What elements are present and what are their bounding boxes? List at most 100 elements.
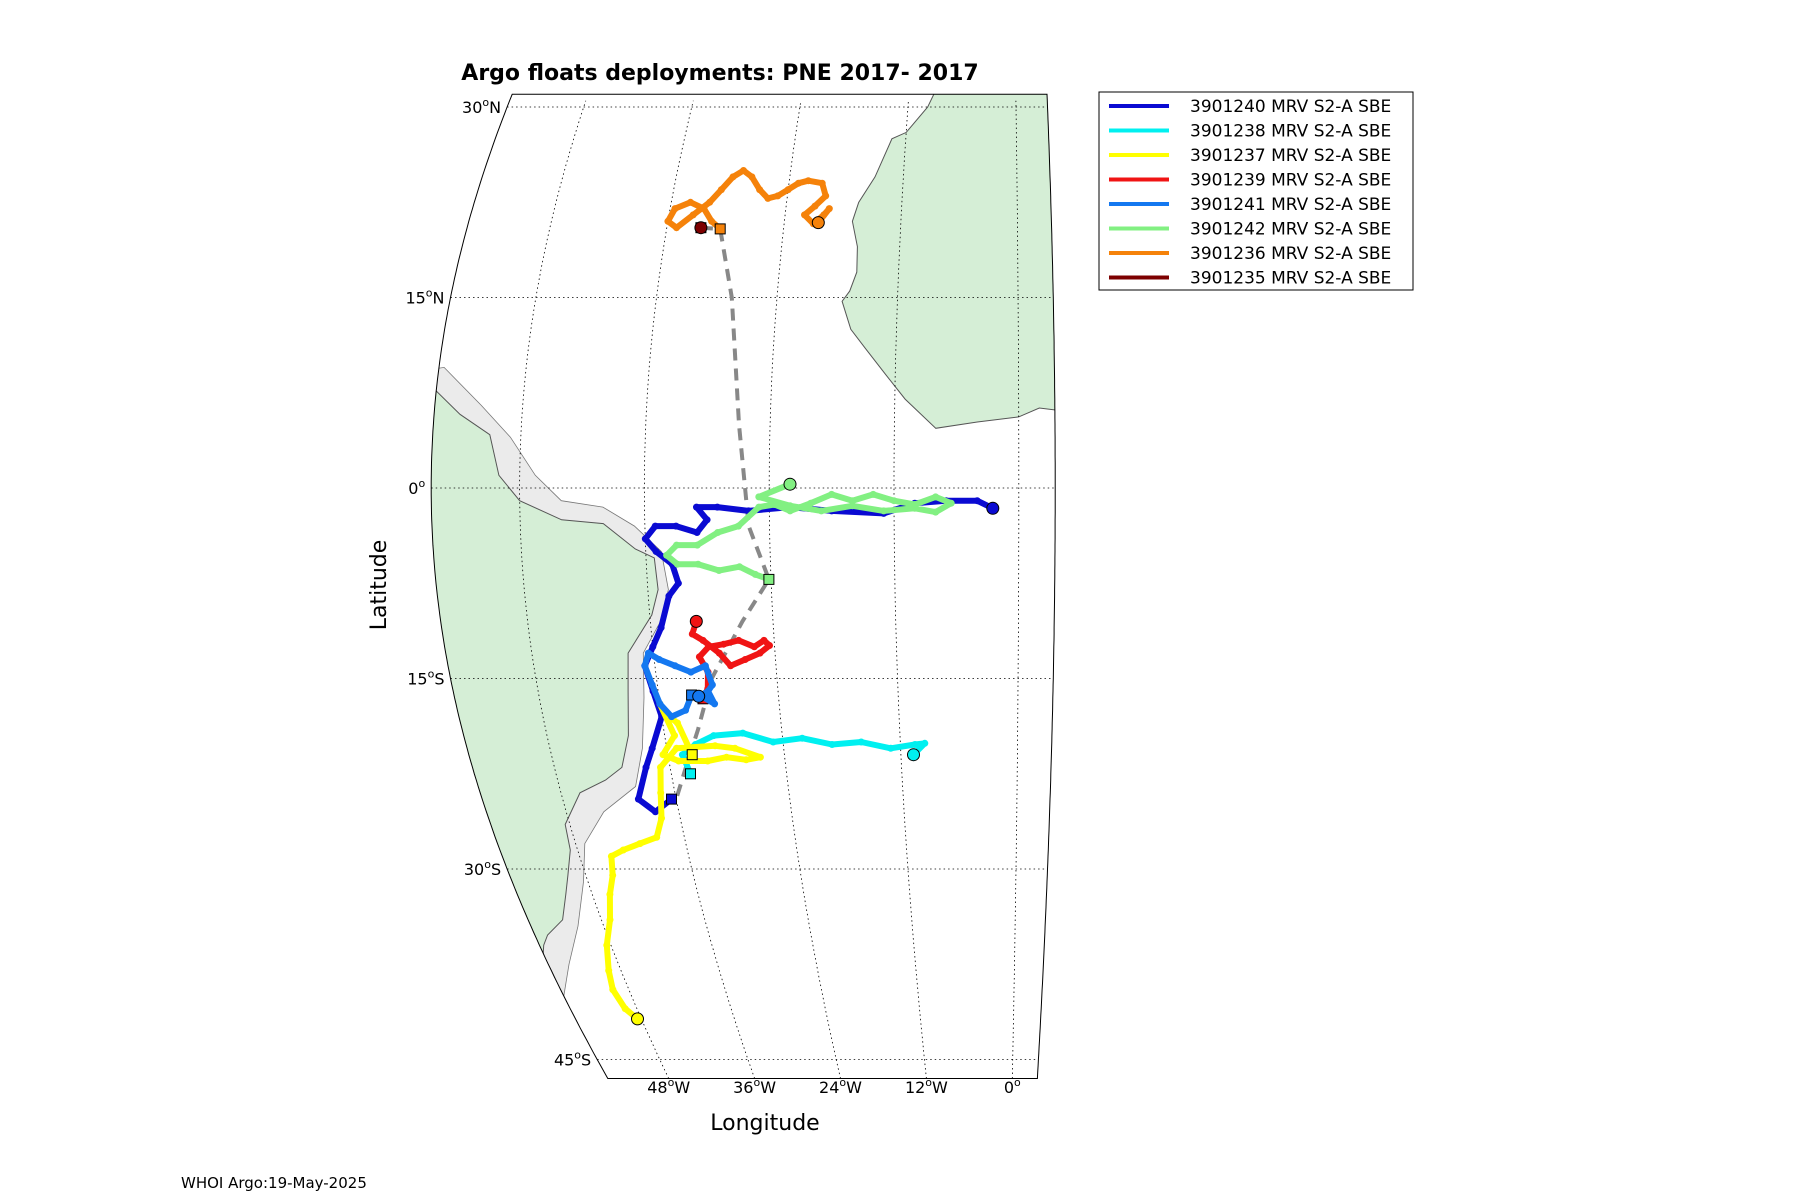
float-profile-point	[748, 173, 756, 181]
float-profile-point	[665, 592, 673, 600]
last-position-marker	[986, 501, 1000, 515]
float-profile-point	[704, 687, 712, 695]
hemisphere-letter: W	[674, 1078, 690, 1097]
float-profile-point	[717, 186, 725, 194]
float-track-3901241	[641, 649, 719, 721]
float-profile-point	[605, 967, 613, 975]
float-profile-point	[649, 643, 657, 651]
float-profile-point	[700, 205, 708, 213]
africa-landmass	[841, 94, 1056, 429]
float-profile-point	[848, 497, 856, 505]
ship-track-layer	[674, 225, 772, 800]
float-profile-point	[695, 653, 703, 661]
float-profile-point	[807, 499, 815, 507]
float-tracks-layer	[603, 167, 1000, 1026]
degree-symbol: o	[418, 477, 425, 490]
float-profile-point	[932, 508, 940, 516]
float-profile-point	[689, 211, 697, 219]
float-profile-point	[756, 186, 764, 194]
float-profile-point	[606, 916, 614, 924]
float-profile-point	[642, 763, 650, 771]
float-profile-point	[715, 567, 723, 574]
last-position-marker	[631, 1012, 644, 1026]
float-profile-point	[644, 649, 652, 657]
float-profile-point	[786, 502, 794, 510]
legend-label: 3901236 MRV S2-A SBE	[1190, 244, 1391, 264]
last-position-marker	[692, 689, 706, 703]
lat-tick-label: 0o	[408, 477, 425, 498]
lon-tick-label: 0o	[1004, 1076, 1021, 1097]
float-profile-point	[825, 205, 833, 213]
float-profile-point	[701, 662, 709, 670]
map-frame	[430, 93, 1056, 1079]
float-profile-point	[750, 643, 758, 651]
float-profile-point	[751, 570, 759, 578]
float-profile-point	[659, 751, 667, 759]
float-profile-point	[734, 522, 742, 530]
float-profile-point	[804, 177, 812, 185]
lon-tick-label: 12oW	[905, 1076, 948, 1097]
float-profile-point	[727, 662, 735, 670]
float-profile-point	[711, 742, 719, 750]
float-profile-point	[811, 202, 819, 210]
float-profile-point	[755, 493, 763, 501]
float-profile-point	[673, 224, 680, 232]
float-profile-point	[828, 490, 836, 498]
float-profile-point	[672, 522, 680, 530]
float-profile-point	[641, 662, 649, 670]
float-profile-point	[755, 503, 763, 511]
legend-box	[1098, 91, 1414, 291]
latitude-tick-labels: 30oN 15oN 0o 15oS 30oS 45oS	[405, 96, 591, 1070]
float-profile-point	[657, 789, 665, 797]
float-track-3901236	[664, 167, 833, 235]
float-profile-point	[795, 179, 802, 187]
float-profile-point	[651, 808, 659, 816]
deployment-marker	[666, 793, 677, 805]
float-profile-point	[705, 643, 713, 651]
float-profile-point	[817, 507, 825, 515]
hemisphere-letter: W	[846, 1078, 862, 1097]
legend-label: 3901241 MRV S2-A SBE	[1190, 195, 1391, 215]
ship-track-line	[674, 225, 772, 800]
hemisphere-letter: S	[491, 860, 501, 879]
lat-tick-label: 45oS	[554, 1049, 591, 1070]
float-profile-point	[688, 630, 696, 638]
legend-label: 3901240 MRV S2-A SBE	[1190, 97, 1391, 117]
float-profile-point	[736, 563, 743, 571]
float-profile-point	[694, 560, 702, 568]
degree-symbol: o	[428, 668, 435, 681]
float-profile-point	[687, 668, 695, 676]
float-profile-point	[739, 729, 747, 737]
degree-symbol: o	[574, 1049, 581, 1062]
float-profile-point	[774, 192, 782, 200]
float-profile-point	[668, 713, 676, 721]
float-profile-point	[731, 744, 739, 752]
float-profile-point	[921, 739, 929, 747]
degree-symbol: o	[482, 96, 489, 109]
float-profile-point	[973, 497, 981, 505]
hemisphere-letter: S	[434, 670, 444, 689]
float-profile-point	[822, 192, 830, 200]
float-profile-point	[760, 636, 768, 644]
float-profile-point	[651, 522, 659, 530]
float-profile-point	[699, 636, 707, 644]
float-profile-point	[890, 497, 898, 505]
float-profile-point	[735, 636, 743, 644]
degree-symbol: o	[668, 1076, 675, 1089]
float-profile-point	[648, 681, 656, 689]
float-profile-point	[710, 732, 718, 740]
float-profile-point	[764, 194, 772, 202]
south-america-landmass	[431, 373, 659, 978]
float-profile-point	[932, 493, 940, 501]
hemisphere-letter: W	[932, 1078, 948, 1097]
float-profile-point	[693, 503, 700, 511]
float-profile-point	[658, 814, 665, 822]
lon-tick-label: 48oW	[647, 1076, 690, 1097]
float-profile-point	[729, 173, 737, 181]
float-profile-point	[801, 211, 808, 219]
float-profile-point	[911, 504, 919, 512]
float-profile-point	[720, 640, 728, 648]
float-profile-point	[880, 507, 888, 515]
deployment-marker	[685, 768, 696, 780]
